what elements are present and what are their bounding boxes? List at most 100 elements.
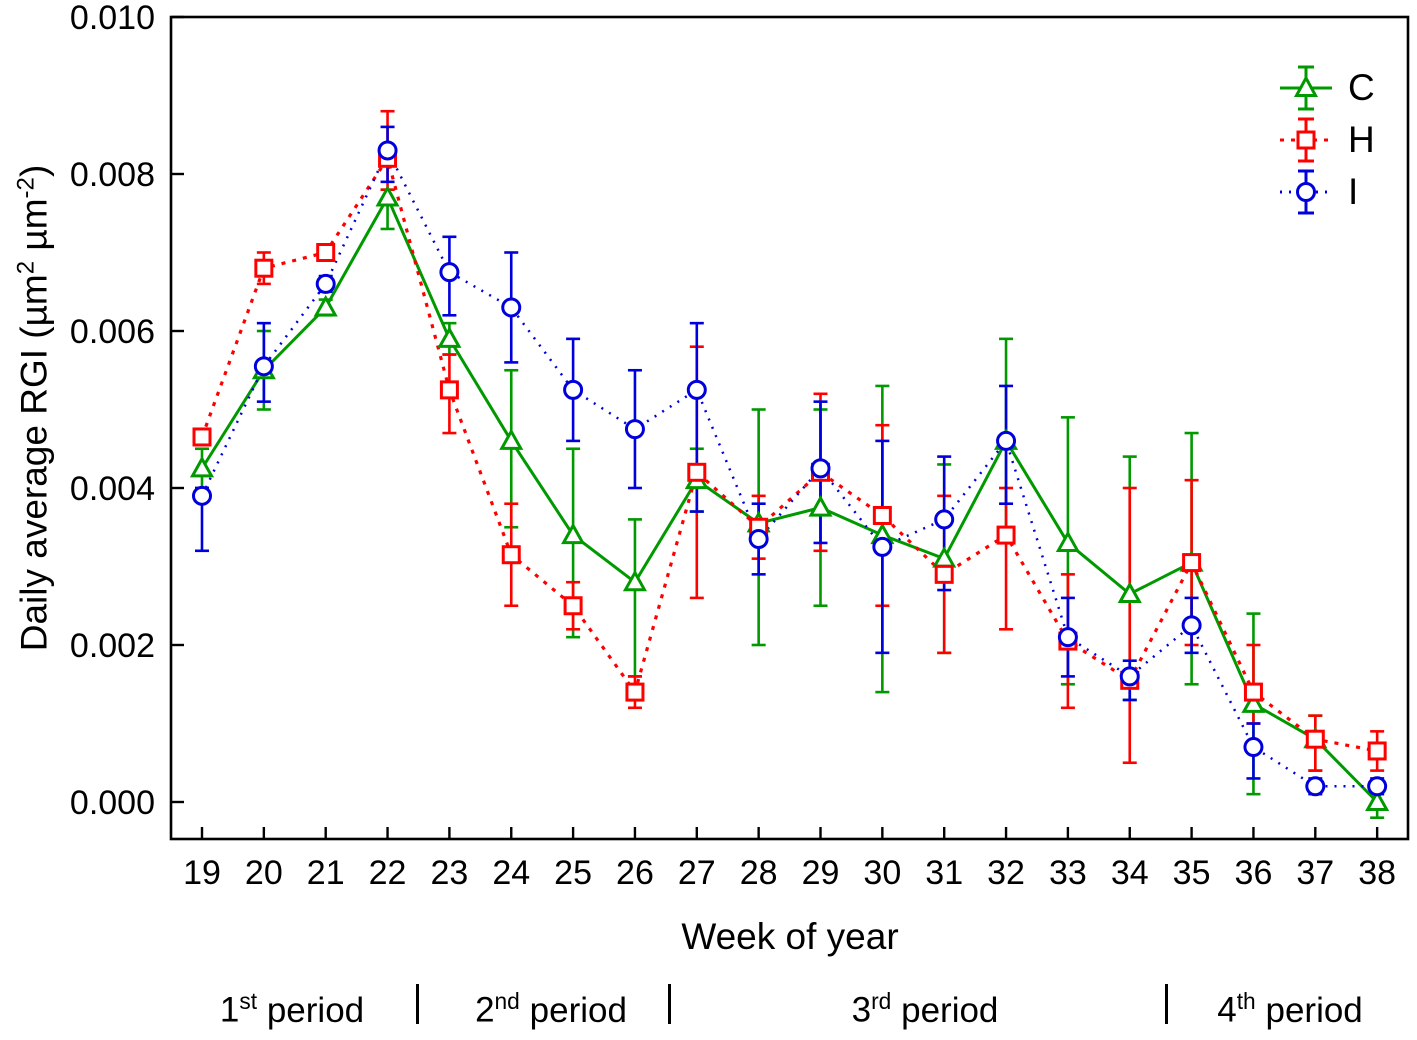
marker-square	[1243, 682, 1263, 702]
y-tick-label: 0.000	[70, 784, 155, 822]
marker-square	[934, 564, 954, 584]
marker-square	[625, 682, 645, 702]
marker-triangle	[561, 522, 586, 545]
marker-circle	[1243, 737, 1264, 758]
marker-circle	[1367, 776, 1388, 797]
legend-item-i: I	[1278, 166, 1375, 218]
marker-square	[563, 596, 583, 616]
marker-circle	[501, 297, 522, 318]
x-tick-label: 24	[492, 854, 530, 892]
legend-label: H	[1348, 119, 1375, 160]
x-tick-label: 20	[245, 854, 283, 892]
marker-triangle	[375, 184, 400, 207]
marker-circle	[1119, 666, 1140, 687]
marker-circle	[996, 430, 1017, 451]
marker-triangle	[313, 294, 338, 317]
marker-circle	[686, 379, 707, 400]
marker-triangle	[622, 569, 648, 592]
marker-triangle	[1117, 581, 1142, 603]
marker-triangle	[808, 495, 833, 517]
marker-triangle	[499, 428, 524, 450]
y-tick-label: 0.010	[70, 0, 155, 37]
marker-square	[1182, 553, 1202, 573]
legend-label: C	[1348, 67, 1375, 108]
marker-square	[1367, 741, 1387, 761]
x-tick-label: 22	[369, 854, 407, 892]
marker-circle	[563, 379, 584, 400]
marker-circle	[624, 419, 645, 440]
marker-circle	[439, 262, 460, 283]
x-tick-label: 23	[430, 854, 468, 892]
series-H-errorbars	[195, 109, 1385, 772]
y-tick-label: 0.002	[70, 627, 155, 665]
marker-circle	[315, 273, 336, 294]
x-tick-label: 32	[987, 854, 1025, 892]
marker-square	[1305, 729, 1325, 749]
legend-label: I	[1348, 171, 1359, 212]
y-tick-label: 0.008	[70, 156, 155, 194]
period-separator	[416, 984, 419, 1024]
series-I-line	[200, 147, 1378, 788]
marker-circle	[1057, 627, 1078, 648]
marker-square	[501, 545, 521, 565]
legend-glyph-square-icon	[1280, 117, 1332, 163]
x-tick-label: 28	[740, 854, 778, 892]
x-axis-label: Week of year	[681, 916, 899, 957]
legend-glyph-circle-icon	[1280, 169, 1332, 215]
x-tick-label: 33	[1049, 854, 1087, 892]
marker-triangle	[1365, 789, 1390, 811]
x-tick-label: 34	[1111, 854, 1149, 892]
marker-circle	[192, 485, 212, 506]
y-tick-label: 0.006	[70, 313, 155, 351]
marker-square	[254, 258, 274, 278]
x-tick-label: 26	[616, 854, 654, 892]
plot-frame	[169, 15, 1410, 841]
marker-square	[316, 243, 336, 262]
marker-square	[996, 525, 1016, 545]
marker-circle	[934, 509, 955, 530]
x-tick-label: 35	[1173, 854, 1211, 892]
x-tick-label: 21	[307, 854, 345, 892]
period-label-2: 2nd period	[475, 988, 627, 1030]
marker-triangle	[1241, 691, 1266, 713]
marker-circle	[1305, 776, 1326, 797]
marker-triangle	[189, 455, 215, 478]
x-tick-label: 30	[863, 854, 901, 892]
marker-circle	[748, 529, 769, 550]
y-tick-label: 0.004	[70, 470, 155, 508]
x-tick-label: 29	[802, 854, 840, 892]
x-tick-label: 38	[1358, 854, 1396, 892]
legend-item-c: C	[1278, 62, 1375, 114]
x-tick-label: 27	[678, 854, 716, 892]
marker-square	[439, 380, 459, 400]
x-tick-label: 31	[925, 854, 963, 892]
x-tick-label: 19	[183, 854, 221, 892]
period-separator	[668, 984, 671, 1024]
marker-circle	[377, 140, 398, 161]
marker-square	[687, 462, 707, 482]
legend: C H I	[1278, 62, 1375, 218]
x-tick-label: 25	[554, 854, 592, 892]
marker-square	[192, 427, 212, 447]
marker-triangle	[437, 326, 462, 348]
marker-triangle	[1055, 530, 1080, 552]
period-label-3: 3rd period	[851, 988, 999, 1030]
period-label-1: 1st period	[219, 988, 365, 1030]
marker-circle	[872, 536, 893, 557]
legend-item-h: H	[1278, 114, 1375, 166]
legend-glyph-triangle-icon	[1280, 65, 1332, 111]
series-I-markers	[192, 140, 1388, 797]
period-label-4: 4th period	[1217, 988, 1363, 1030]
x-tick-label: 37	[1296, 854, 1334, 892]
series-C-errorbars	[195, 188, 1385, 820]
series-C-line	[200, 194, 1379, 804]
y-axis-label: Daily average RGI (µm2 µm-2)	[12, 164, 55, 652]
series-H-line	[200, 154, 1378, 753]
marker-circle	[810, 458, 831, 479]
marker-circle	[1181, 615, 1202, 636]
marker-square	[872, 505, 892, 525]
series-I-errorbars	[195, 125, 1385, 796]
x-tick-label: 36	[1235, 854, 1273, 892]
